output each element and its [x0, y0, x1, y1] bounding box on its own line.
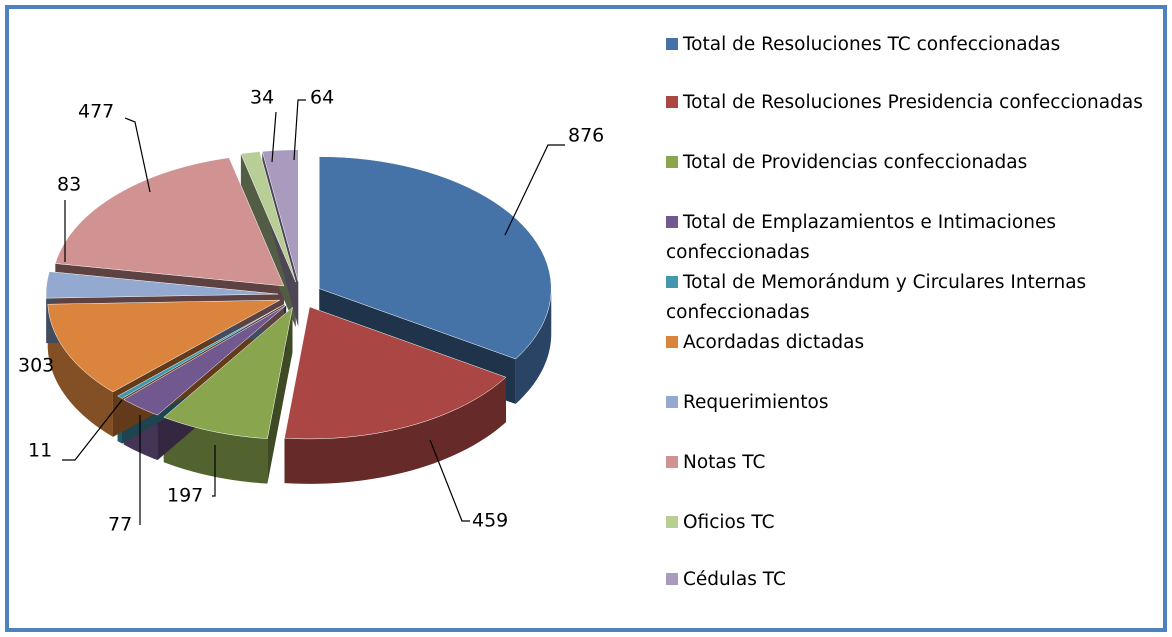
slice	[163, 306, 293, 439]
data-label: 77	[108, 514, 132, 536]
legend-label: Total de Memorándum y Circulares Interna…	[666, 272, 1087, 323]
legend-label: Total de Emplazamientos e Intimaciones c…	[666, 212, 1056, 263]
data-label: 34	[250, 87, 274, 109]
legend-item: Acordadas dictadas	[666, 328, 1156, 358]
legend-swatch	[666, 336, 678, 348]
slice	[47, 299, 280, 393]
leader-line	[212, 445, 216, 497]
slice-side	[47, 304, 113, 437]
leader-line	[293, 99, 306, 161]
slice	[261, 149, 299, 282]
legend-item: Requerimientos	[666, 388, 1156, 418]
data-label: 64	[310, 87, 334, 109]
legend-swatch	[666, 573, 678, 585]
slice	[54, 157, 285, 287]
data-label: 83	[57, 174, 81, 196]
legend-label: Total de Providencias confeccionadas	[683, 152, 1028, 173]
legend-item: Total de Emplazamientos e Intimaciones c…	[666, 208, 1156, 268]
slice	[123, 305, 287, 416]
slice	[319, 156, 552, 360]
data-label: 459	[472, 510, 508, 532]
legend-swatch	[666, 216, 678, 228]
legend-swatch	[666, 516, 678, 528]
legend-label: Acordadas dictadas	[683, 332, 865, 353]
slice	[117, 304, 285, 399]
leader-line	[124, 117, 151, 193]
leader-line	[504, 144, 565, 236]
data-label: 876	[568, 125, 604, 147]
legend-item: Total de Providencias confeccionadas	[666, 148, 1156, 178]
leader-line	[62, 399, 123, 461]
legend-item: Total de Resoluciones Presidencia confec…	[666, 88, 1156, 118]
legend-label: Total de Resoluciones Presidencia confec…	[683, 92, 1143, 113]
slice	[284, 306, 507, 440]
slice-side	[284, 377, 506, 484]
slice	[45, 271, 279, 299]
leader-line	[429, 439, 470, 522]
slice-side	[163, 417, 268, 484]
data-label: 303	[18, 355, 54, 377]
legend-label: Cédulas TC	[683, 569, 786, 590]
data-label: 477	[78, 101, 114, 123]
legend-swatch	[666, 38, 678, 50]
legend-label: Notas TC	[683, 452, 766, 473]
legend-swatch	[666, 276, 678, 288]
legend-item: Total de Resoluciones TC confeccionadas	[666, 30, 1156, 60]
legend-label: Oficios TC	[683, 512, 775, 533]
legend-item: Oficios TC	[666, 508, 1156, 538]
slice	[240, 151, 296, 283]
data-label: 197	[167, 485, 203, 507]
legend-item: Notas TC	[666, 448, 1156, 478]
slice-side	[515, 288, 552, 404]
legend-swatch	[666, 96, 678, 108]
data-label: 11	[28, 440, 52, 462]
legend-label: Total de Resoluciones TC confeccionadas	[683, 34, 1061, 55]
leader-line	[271, 111, 277, 163]
legend-swatch	[666, 396, 678, 408]
legend-swatch	[666, 156, 678, 168]
legend-item: Cédulas TC	[666, 565, 1156, 595]
legend-item: Total de Memorándum y Circulares Interna…	[666, 268, 1156, 328]
legend-swatch	[666, 456, 678, 468]
legend-label: Requerimientos	[683, 392, 829, 413]
